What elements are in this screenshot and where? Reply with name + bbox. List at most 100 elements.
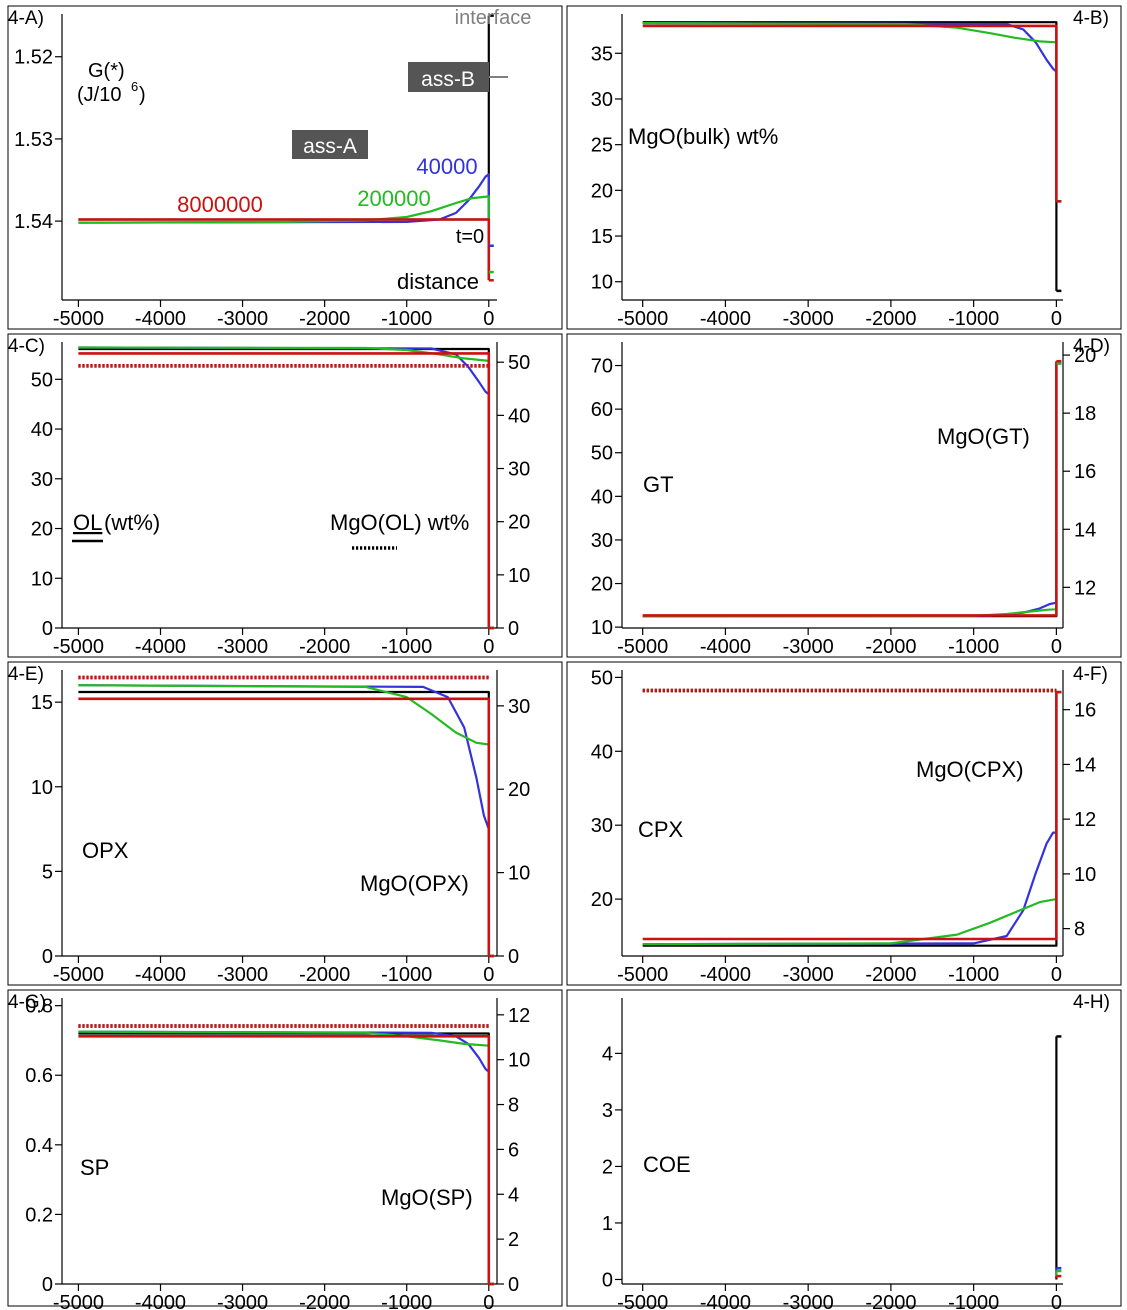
- label-200000: 200000: [357, 186, 430, 211]
- label-t0: t=0: [456, 226, 484, 248]
- y-tick-label: 0: [42, 946, 53, 968]
- y-axis-label-superscript: 6: [131, 79, 138, 94]
- x-tick-label: -1000: [948, 636, 999, 658]
- right-y-tick-label: 0: [508, 618, 519, 640]
- right-y-tick-label: 8: [508, 1095, 519, 1117]
- panel-4g: -5000 -4000 -3000 -2000 -1000 000.20.40.60.80…: [7, 989, 563, 1310]
- series-line-t8000000: [78, 352, 491, 628]
- panel-label: 4-C): [8, 336, 45, 357]
- x-tick-label: -3000: [217, 1292, 268, 1310]
- panel-inner-label: SP: [80, 1155, 109, 1180]
- panel-frame: [7, 989, 563, 1307]
- x-tick-label: -2000: [865, 964, 916, 986]
- series-line-t8000000: [78, 218, 491, 281]
- x-tick-label: 0: [1051, 636, 1062, 658]
- legend-solid-text: OL: [73, 510, 102, 535]
- y-tick-label: 70: [591, 356, 613, 378]
- right-y-tick-label: 10: [508, 565, 530, 587]
- panel-4h: -5000 -4000 -3000 -2000 -1000 0 0 1 2 3 4 4-H) COE: [566, 989, 1122, 1310]
- x-tick-label: -3000: [783, 636, 834, 658]
- y-tick-label: 10: [591, 272, 613, 294]
- panel-label: 4-A): [8, 8, 44, 29]
- right-y-tick-label: 0: [508, 1274, 519, 1296]
- right-y-tick-label: 20: [508, 779, 530, 801]
- y-tick-label: 0.6: [25, 1065, 53, 1087]
- series-line-t40000: [78, 346, 490, 628]
- panel-frame: [7, 5, 563, 330]
- right-y-tick-label: 20: [508, 512, 530, 534]
- x-tick-label: 0: [483, 308, 494, 330]
- y-tick-label: 50: [31, 369, 53, 391]
- x-tick-label: -1000: [381, 964, 432, 986]
- ass-a-box: [292, 130, 368, 159]
- panel-4b: -5000 -4000 -3000 -2000 -1000 0 10 15 20 25 30 35 4-…: [566, 5, 1122, 330]
- x-tick-label: -4000: [700, 1292, 751, 1310]
- series-line-t8000000: [642, 692, 1058, 941]
- y-tick-label: 5: [42, 861, 53, 883]
- series-line-t40000: [642, 22, 1058, 202]
- x-tick-label: -1000: [381, 636, 432, 658]
- panel-label: 4-G): [8, 992, 46, 1013]
- y-axis-label-line1: G(*): [88, 60, 125, 82]
- right-axis-label: MgO(GT): [937, 424, 1030, 449]
- interface-label: interface: [455, 7, 532, 29]
- right-y-tick-label: 10: [1074, 864, 1096, 886]
- panel-inner-label: CPX: [638, 817, 684, 842]
- right-y-tick-label: 2: [508, 1229, 519, 1251]
- y-tick-label: 35: [591, 43, 613, 65]
- right-axis-label: MgO(SP): [381, 1185, 473, 1210]
- series-line-t8000000: [78, 1035, 491, 1284]
- y-tick-label: 20: [591, 889, 613, 911]
- y-tick-label: 30: [31, 469, 53, 491]
- x-tick-label: -3000: [217, 636, 268, 658]
- panel-label: 4-E): [8, 664, 44, 685]
- x-tick-label: 0: [1051, 1292, 1062, 1310]
- y-tick-label: 25: [591, 135, 613, 157]
- series-line-t200000: [642, 692, 1058, 946]
- panel-label: 4-H): [1073, 992, 1110, 1013]
- y-tick-label: 30: [591, 815, 613, 837]
- y-tick-label: 4: [602, 1043, 613, 1065]
- label-8000000: 8000000: [177, 192, 263, 217]
- y-tick-label: 0: [42, 1274, 53, 1296]
- ass-a-label: ass-A: [303, 135, 357, 158]
- panel-label: 4-B): [1073, 8, 1109, 29]
- y-tick-label: 30: [591, 530, 613, 552]
- legend-dotted-text: MgO(OL) wt%: [330, 510, 469, 535]
- panel-4c: -5000 -4000 -3000 -2000 -1000 001020304050010…: [7, 333, 563, 658]
- legend-solid-rest: (wt%): [104, 510, 160, 535]
- y-tick-label: 2: [602, 1156, 613, 1178]
- x-tick-label: -3000: [217, 308, 268, 330]
- series-line-t0: [78, 347, 490, 628]
- right-y-tick-label: 50: [508, 352, 530, 374]
- x-tick-label: 0: [1051, 308, 1062, 330]
- series-line-t200000: [642, 363, 1058, 618]
- y-tick-label: 60: [591, 399, 613, 421]
- y-tick-label: 10: [31, 777, 53, 799]
- y-tick-label: 1.53: [14, 129, 53, 151]
- label-40000: 40000: [416, 154, 477, 179]
- x-tick-label: -4000: [135, 964, 186, 986]
- right-y-tick-label: 14: [1074, 519, 1096, 541]
- panel-frame: [566, 5, 1122, 330]
- series-line-t200000: [78, 684, 490, 956]
- series-line-t200000: [78, 1030, 490, 1284]
- y-axis-label-line3: ): [139, 84, 146, 106]
- x-tick-label: -1000: [381, 1292, 432, 1310]
- series-line-t8000000: [78, 697, 491, 956]
- right-y-tick-label: 14: [1074, 754, 1096, 776]
- y-tick-label: 40: [591, 486, 613, 508]
- x-tick-label: -2000: [299, 1292, 350, 1310]
- y-tick-label: 50: [591, 443, 613, 465]
- right-y-tick-label: 4: [508, 1184, 519, 1206]
- x-tick-label: -3000: [217, 964, 268, 986]
- y-tick-label: 0.8: [25, 996, 53, 1018]
- x-tick-label: -4000: [135, 1292, 186, 1310]
- right-y-tick-label: 10: [508, 1050, 530, 1072]
- right-y-tick-label: 16: [1074, 700, 1096, 722]
- series-line-t40000: [78, 1030, 490, 1284]
- x-tick-label: -5000: [617, 1292, 668, 1310]
- x-tick-label: -4000: [700, 964, 751, 986]
- panel-4d: -5000 -4000 -3000 -2000 -1000 0 10 20 30 40 50 60 70…: [566, 333, 1122, 658]
- x-tick-label: -5000: [617, 964, 668, 986]
